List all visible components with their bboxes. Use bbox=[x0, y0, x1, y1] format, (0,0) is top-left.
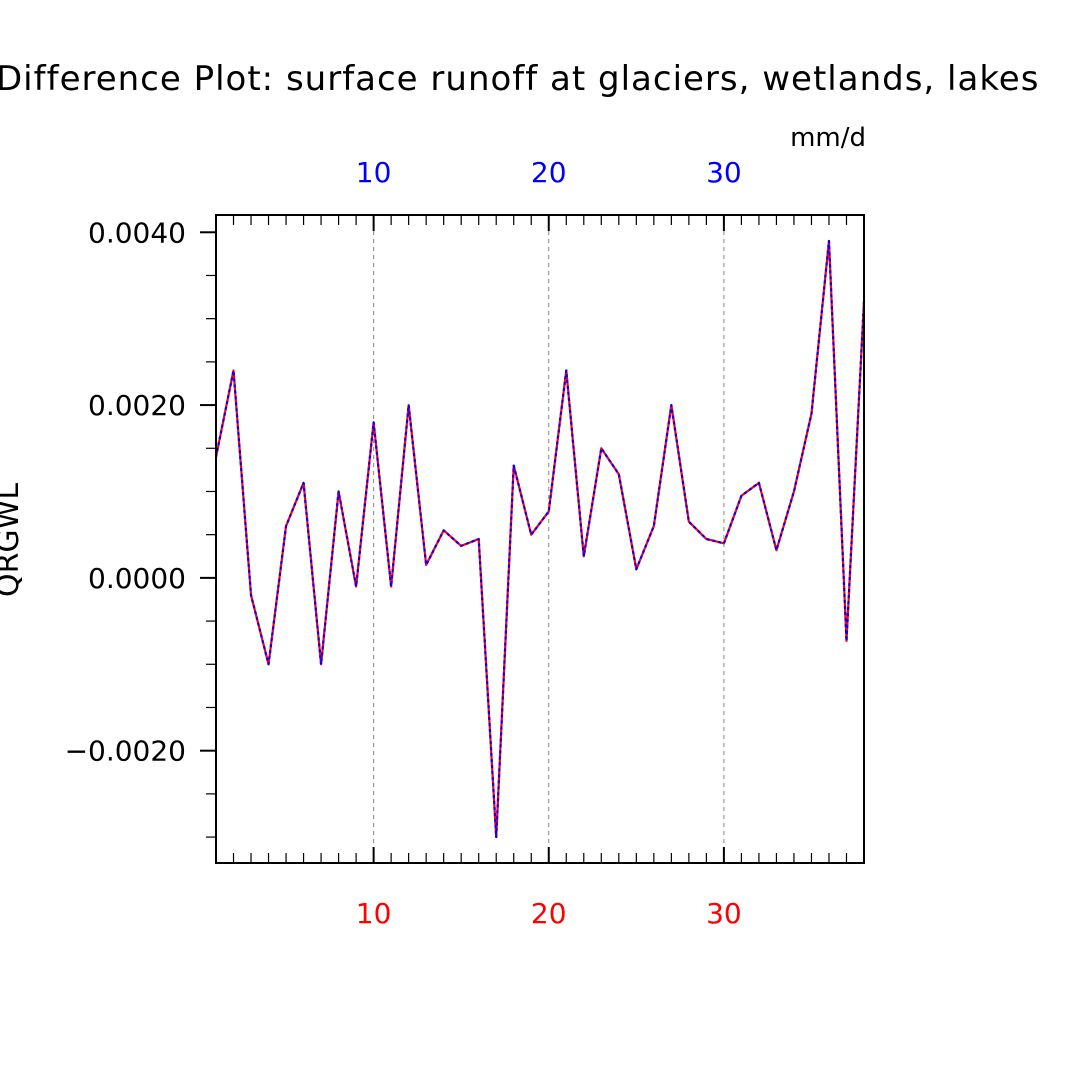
chart-title: Difference Plot: surface runoff at glaci… bbox=[0, 59, 1039, 99]
y-axis-label: QRGWL bbox=[0, 483, 26, 597]
series-line-blue bbox=[214, 239, 866, 839]
x-tick-label-bottom: 30 bbox=[706, 897, 742, 930]
y-tick-label: 0.0020 bbox=[88, 389, 186, 422]
x-tick-label-bottom: 10 bbox=[356, 897, 392, 930]
series-lines bbox=[214, 239, 866, 839]
x-tick-label-top: 10 bbox=[356, 156, 392, 189]
x-tick-label-top: 30 bbox=[706, 156, 742, 189]
axis-ticks bbox=[200, 215, 865, 863]
units-label: mm/d bbox=[790, 123, 866, 153]
x-tick-label-top: 20 bbox=[531, 156, 567, 189]
y-tick-label: −0.0020 bbox=[65, 735, 186, 768]
y-tick-label: 0.0000 bbox=[88, 562, 186, 595]
gridlines bbox=[373, 215, 725, 863]
x-tick-label-bottom: 20 bbox=[531, 897, 567, 930]
plot-frame bbox=[215, 214, 865, 864]
y-tick-label: 0.0040 bbox=[88, 216, 186, 249]
tick-labels: 0.0040 0.0020 0.0000 −0.0020 10 20 30 10 20 30 bbox=[65, 156, 742, 930]
series-line-red bbox=[214, 239, 866, 839]
